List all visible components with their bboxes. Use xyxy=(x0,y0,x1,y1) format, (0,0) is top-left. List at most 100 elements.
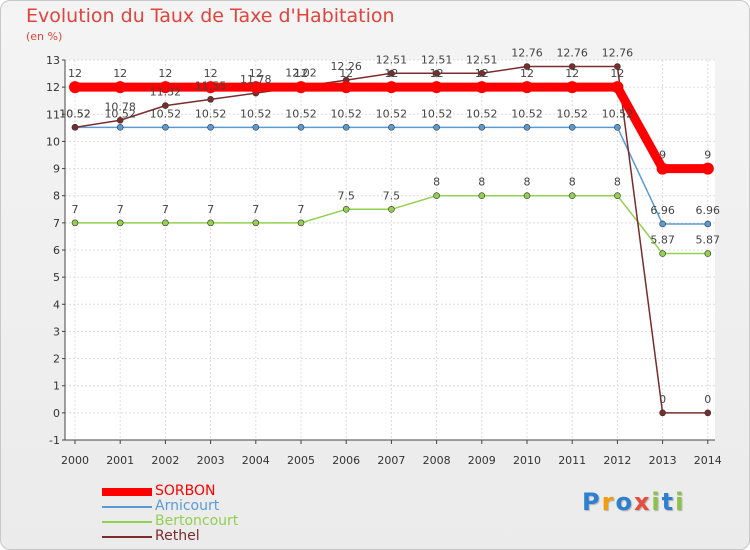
data-label-bertoncourt: 5.87 xyxy=(650,234,675,247)
y-tick-label: 6 xyxy=(53,244,60,257)
data-point-bertoncourt xyxy=(162,219,169,227)
data-point-bertoncourt xyxy=(297,219,305,227)
data-point-sorbon xyxy=(385,81,398,94)
data-label-sorbon: 12 xyxy=(339,67,353,80)
data-label-bertoncourt: 8 xyxy=(524,176,531,189)
y-tick-label: 9 xyxy=(53,163,60,176)
proxiti-logo: Proxiti xyxy=(582,488,686,516)
data-point-arnicourt xyxy=(523,124,531,131)
data-point-sorbon xyxy=(430,81,443,94)
data-point-rethel xyxy=(478,70,486,77)
data-point-bertoncourt xyxy=(342,205,350,213)
data-label-sorbon: 12 xyxy=(158,67,172,80)
data-label-arnicourt: 10.52 xyxy=(59,107,91,120)
x-tick-label: 2014 xyxy=(694,454,722,467)
y-tick-label: 3 xyxy=(53,325,60,338)
data-point-rethel xyxy=(162,102,169,109)
data-point-rethel xyxy=(433,70,440,77)
data-label-arnicourt: 10.52 xyxy=(466,107,498,120)
data-point-bertoncourt xyxy=(659,250,666,257)
legend-label: SORBON xyxy=(155,483,216,499)
y-tick-label: 5 xyxy=(53,271,60,284)
data-label-bertoncourt: 7 xyxy=(252,203,259,216)
data-point-arnicourt xyxy=(342,124,350,131)
y-tick-label: 10 xyxy=(46,135,60,148)
data-label-arnicourt: 10.52 xyxy=(330,107,362,120)
y-tick-label: 2 xyxy=(53,353,60,366)
data-label-bertoncourt: 7 xyxy=(72,203,79,216)
data-label-bertoncourt: 7 xyxy=(207,203,214,216)
data-label-rethel: 12.51 xyxy=(421,53,453,66)
data-label-rethel: 12.76 xyxy=(556,47,588,60)
data-point-arnicourt xyxy=(659,220,666,228)
data-point-rethel xyxy=(116,116,124,124)
data-point-sorbon xyxy=(295,81,307,94)
data-point-sorbon xyxy=(204,81,217,94)
data-label-rethel: 11.55 xyxy=(195,79,227,92)
data-label-rethel: 12.51 xyxy=(376,53,408,66)
data-label-rethel: 10.52 xyxy=(59,107,91,120)
x-tick-label: 2013 xyxy=(649,454,677,467)
data-label-rethel: 11.78 xyxy=(240,73,272,86)
x-tick-label: 2003 xyxy=(197,454,225,467)
data-label-rethel: 0 xyxy=(704,393,711,406)
data-label-rethel: 11.32 xyxy=(150,86,182,99)
data-label-sorbon: 12 xyxy=(249,67,263,80)
data-label-rethel: 12.51 xyxy=(466,53,498,66)
data-point-arnicourt xyxy=(388,124,395,131)
data-label-arnicourt: 10.52 xyxy=(104,107,136,120)
data-point-sorbon xyxy=(611,81,624,94)
data-label-arnicourt: 10.52 xyxy=(195,107,227,120)
data-point-arnicourt xyxy=(116,124,124,131)
data-point-arnicourt xyxy=(162,124,169,131)
data-point-sorbon xyxy=(521,81,533,94)
data-label-bertoncourt: 5.87 xyxy=(696,234,721,247)
y-tick-label: 1 xyxy=(53,380,60,393)
y-tick-label: 8 xyxy=(53,190,60,203)
data-label-bertoncourt: 7 xyxy=(298,203,305,216)
data-label-sorbon: 9 xyxy=(704,149,711,162)
data-label-bertoncourt: 7.5 xyxy=(337,189,355,202)
data-point-sorbon xyxy=(159,81,172,94)
data-point-sorbon xyxy=(566,81,579,94)
data-label-bertoncourt: 7.5 xyxy=(383,189,401,202)
data-point-bertoncourt xyxy=(704,250,712,257)
x-tick-label: 2011 xyxy=(558,454,586,467)
data-point-bertoncourt xyxy=(252,219,260,227)
data-point-arnicourt xyxy=(478,124,486,131)
data-label-arnicourt: 10.52 xyxy=(511,107,543,120)
data-point-bertoncourt xyxy=(523,192,531,200)
data-label-sorbon: 12 xyxy=(610,67,624,80)
data-label-sorbon: 12 xyxy=(113,67,127,80)
data-label-rethel: 10.78 xyxy=(104,100,136,113)
data-label-bertoncourt: 8 xyxy=(433,176,440,189)
data-label-arnicourt: 10.52 xyxy=(150,107,182,120)
x-tick-label: 2002 xyxy=(151,454,179,467)
x-tick-label: 2000 xyxy=(61,454,89,467)
data-label-arnicourt: 10.52 xyxy=(556,107,588,120)
data-label-arnicourt: 10.52 xyxy=(376,107,408,120)
y-tick-label: 13 xyxy=(46,54,60,67)
data-label-arnicourt: 6.96 xyxy=(650,204,675,217)
data-label-bertoncourt: 8 xyxy=(478,176,485,189)
data-label-sorbon: 12 xyxy=(430,67,444,80)
data-point-bertoncourt xyxy=(388,205,395,213)
data-label-bertoncourt: 8 xyxy=(569,176,576,189)
data-label-sorbon: 12 xyxy=(565,67,579,80)
data-label-sorbon: 12 xyxy=(520,67,534,80)
data-point-sorbon xyxy=(69,81,81,94)
data-point-rethel xyxy=(523,63,531,70)
data-label-arnicourt: 10.52 xyxy=(421,107,453,120)
x-tick-label: 2009 xyxy=(468,454,496,467)
data-label-sorbon: 12 xyxy=(475,67,489,80)
data-label-bertoncourt: 8 xyxy=(614,176,621,189)
data-point-rethel xyxy=(568,63,576,70)
data-point-sorbon xyxy=(656,162,669,175)
data-point-sorbon xyxy=(114,81,127,94)
x-tick-label: 2005 xyxy=(287,454,315,467)
y-tick-label: -1 xyxy=(49,434,60,447)
data-label-sorbon: 12 xyxy=(68,67,82,80)
data-label-rethel: 12.76 xyxy=(602,47,634,60)
x-tick-label: 2010 xyxy=(513,454,541,467)
